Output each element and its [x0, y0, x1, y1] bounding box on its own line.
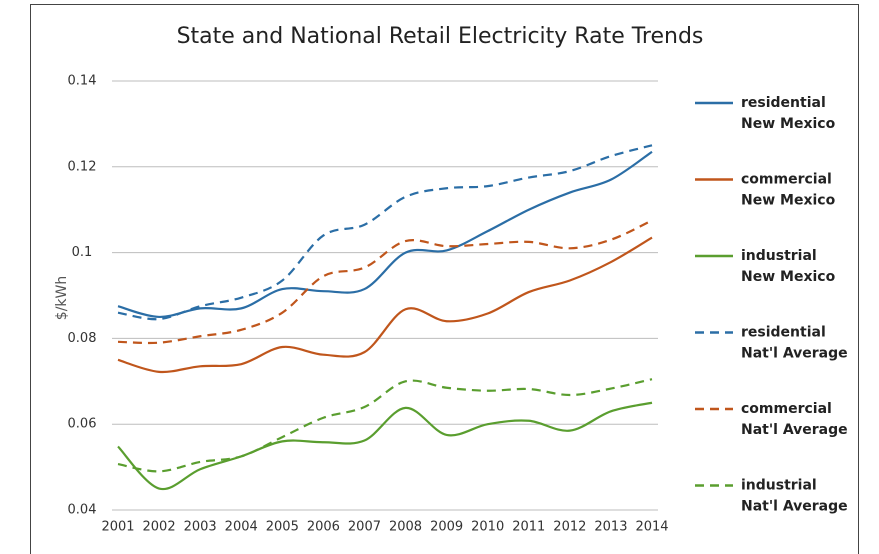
- x-tick-label: 2006: [307, 520, 340, 535]
- x-tick-label: 2002: [143, 520, 176, 535]
- x-tick-label: 2010: [471, 520, 504, 535]
- y-tick-label: 0.1: [72, 245, 93, 260]
- x-tick-label: 2012: [553, 520, 586, 535]
- series-line: [117, 144, 653, 321]
- x-tick-label: 2013: [594, 520, 627, 535]
- legend-label: commercial New Mexico: [741, 172, 836, 209]
- series-line: [117, 378, 653, 473]
- plot: 0.04 0.06 0.08 0.1 0.12 0.14 2001 2002 2003 2004 2…: [68, 74, 848, 535]
- legend-label: industrial Nat'l Average: [741, 478, 848, 515]
- series-line: [117, 219, 653, 345]
- x-tick-label: 2011: [512, 520, 545, 535]
- chart-title: State and National Retail Electricity Ra…: [177, 24, 704, 49]
- x-tick-label: 2004: [225, 520, 258, 535]
- x-tick-label: 2005: [266, 520, 299, 535]
- series-line: [117, 401, 653, 491]
- x-tick-label: 2014: [635, 520, 668, 535]
- y-tick-label: 0.14: [68, 74, 97, 89]
- legend-label: industrial New Mexico: [741, 248, 836, 285]
- y-axis-label: $/kWh: [54, 276, 70, 320]
- y-tick-label: 0.12: [68, 159, 97, 174]
- y-tick-label: 0.06: [68, 417, 97, 432]
- y-tick-label: 0.04: [68, 503, 97, 518]
- series-line: [117, 236, 653, 374]
- x-tick-label: 2008: [389, 520, 422, 535]
- legend-label: residential Nat'l Average: [741, 325, 848, 362]
- legend-label: residential New Mexico: [741, 95, 836, 132]
- y-tick-label: 0.08: [68, 331, 97, 346]
- x-tick-label: 2009: [430, 520, 463, 535]
- frame: [30, 4, 859, 554]
- x-tick-label: 2007: [348, 520, 381, 535]
- x-tick-label: 2001: [101, 520, 134, 535]
- series-line: [117, 150, 653, 319]
- legend-label: commercial Nat'l Average: [741, 401, 848, 438]
- x-tick-label: 2003: [184, 520, 217, 535]
